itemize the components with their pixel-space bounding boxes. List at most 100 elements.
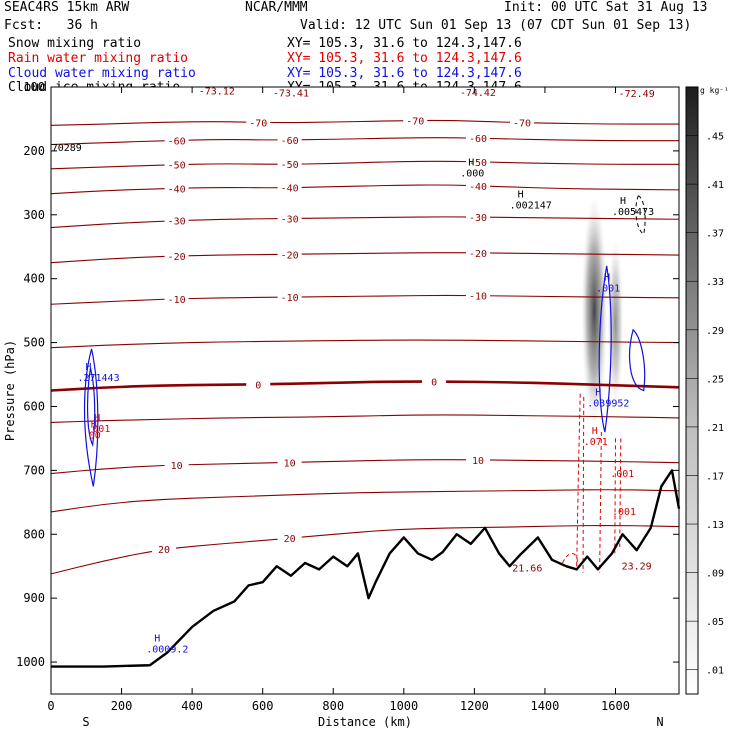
terrain-profile [51,469,681,668]
maximum-label: H.001 [86,413,110,435]
isotherm--5 [50,339,680,349]
isotherm-label-bg [466,132,491,144]
plot-area [51,87,679,694]
maximum-value: .001 [612,507,636,518]
isotherm-label-bg [277,133,302,145]
isotherm-label: 10 [171,461,183,472]
isotherm-label: -40 [281,184,299,195]
isotherm-label: -50 [168,161,186,172]
isotherm--40 [50,184,680,195]
maximum-h-marker: H [85,362,91,373]
temperature-extremum-label: 21.66 [512,563,542,574]
isotherm-label: -20 [469,249,487,260]
isotherm-label-bg [246,116,271,128]
field-label-cloud-water: Cloud water mixing ratio [8,66,196,81]
isotherm-10 [50,459,680,475]
isotherm-label: 0 [431,378,437,389]
isotherm-label-bg [466,211,491,223]
y-tick-label: 900 [23,591,45,605]
header-center: NCAR/MMM [245,0,308,15]
isotherm-label-bg [277,181,302,193]
y-tick-label: 400 [23,272,45,286]
temperature-extremum-label: -73.12 [199,87,235,98]
maximum-value: .071 [584,437,608,448]
isotherm-label-bg [422,375,447,387]
x-tick-label: 1200 [460,699,489,713]
isotherm-label-bg [277,212,302,224]
isotherm--50 [50,160,679,170]
isotherm--10 [50,294,680,305]
isotherm-label: -60 [469,134,487,145]
isotherm-label: -20 [168,252,186,263]
isotherm-label-bg [164,292,189,304]
isotherm-label: -10 [469,292,487,303]
temperature-extremum-label: -72.49 [619,89,655,100]
x-tick-label: 200 [111,699,133,713]
isotherm-label-bg [277,456,302,468]
maximum-value: .005473 [612,207,654,218]
isotherm-label: -40 [168,184,186,195]
isotherm-label-bg [164,250,189,262]
maximum-label: H.071 [584,426,608,448]
isotherm-label: -30 [168,217,186,228]
maximum-value: .002147 [510,200,552,211]
colorbar-unit: g kg⁻¹ [700,86,729,95]
y-tick-label: 100 [23,80,45,94]
maximum-h-marker: H [94,413,100,424]
cloud-ice-contour [635,195,646,235]
isotherm-label-bg [466,179,491,191]
isotherm-label: -10 [168,295,186,306]
maximum-h-marker: H [154,633,160,644]
colorbar-tick-label: .37 [706,229,724,240]
y-tick-label: 800 [23,527,45,541]
isotherm-label-bg [164,158,189,170]
maximum-value: .039952 [587,398,629,409]
y-tick-label: 500 [23,336,45,350]
maximum-h-marker: H [468,157,474,168]
maximum-label: H.039952 [587,387,629,409]
temperature-extremum-label: 70289 [52,143,82,154]
maximum-label: H.0009.2 [146,633,188,655]
maximum-label: H.00 [83,419,101,441]
cloud-water-contour [83,348,99,487]
colorbar-tick-label: .45 [706,132,724,143]
maximum-label: .001 [612,507,636,518]
isotherm-label-bg [277,291,302,303]
isotherm-label: -30 [281,214,299,225]
isotherm-label-bg [164,458,189,470]
x-tick-label: 600 [252,699,274,713]
maximum-h-marker: H [518,189,524,200]
isotherm-label: -40 [469,182,487,193]
x-tick-label: 400 [181,699,203,713]
isotherm-label-bg [277,248,302,260]
field-xy-snow: XY= 105.3, 31.6 to 124.3,147.6 [287,36,522,51]
header-valid: Valid: 12 UTC Sun 01 Sep 13 (07 CDT Sun … [300,18,692,33]
isotherm-20 [50,524,680,575]
cloud-water-contour [86,367,96,447]
maximum-label: H.000 [460,157,484,179]
x-tick-label: 1000 [389,699,418,713]
isotherm--30 [50,216,680,229]
x-end-label-left: S [82,715,89,729]
colorbar-tick-label: .21 [706,423,724,434]
maximum-h-marker: H [595,387,601,398]
snow-shading-core [581,195,608,426]
field-xy-rain: XY= 105.3, 31.6 to 124.3,147.6 [287,51,522,66]
isotherm--70 [50,119,679,126]
isotherm-label: -50 [469,158,487,169]
x-tick-label: 800 [322,699,344,713]
isotherm--60 [50,137,679,146]
field-xy-cloud-water: XY= 105.3, 31.6 to 124.3,147.6 [287,66,522,81]
isotherm-label: -60 [281,136,299,147]
isotherm-0 [50,380,680,392]
colorbar-tick-label: .25 [706,374,724,385]
isotherm-label: -30 [469,213,487,224]
maximum-label: .001 [610,469,634,480]
maximum-h-marker: H [604,272,610,283]
field-label-rain: Rain water mixing ratio [8,51,189,66]
header-model: SEAC4RS 15km ARW [4,0,130,15]
isotherm-label: 20 [284,534,296,545]
maximum-value: .0009.2 [146,644,188,655]
colorbar-bar [685,86,699,695]
maximum-value: .001 [86,424,110,435]
